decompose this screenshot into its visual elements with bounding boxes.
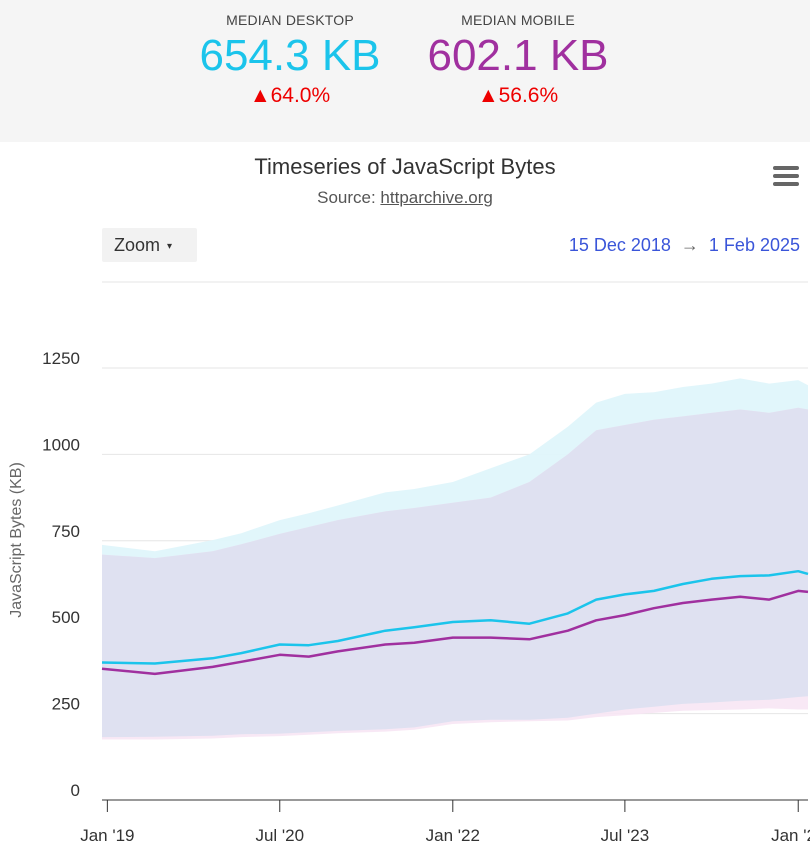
chart-subtitle-prefix: Source: bbox=[317, 188, 381, 207]
y-tick-label: 0 bbox=[71, 781, 80, 800]
x-tick-label: Jan '22 bbox=[426, 826, 480, 845]
y-tick-label: 1000 bbox=[42, 435, 80, 454]
zoom-label: Zoom bbox=[114, 235, 161, 255]
y-tick-label: 750 bbox=[52, 522, 80, 541]
x-tick-label: Jan '19 bbox=[80, 826, 134, 845]
source-link[interactable]: httparchive.org bbox=[380, 188, 493, 207]
x-tick-label: Jul '23 bbox=[601, 826, 650, 845]
zoom-button[interactable]: Zoom ▾ bbox=[102, 228, 197, 262]
median-mobile-metric: MEDIAN MOBILE 602.1 KB ▲56.6% bbox=[398, 0, 638, 108]
median-desktop-label: MEDIAN DESKTOP bbox=[226, 12, 354, 28]
range-from[interactable]: 15 Dec 2018 bbox=[568, 235, 671, 255]
mobile-median-line bbox=[101, 589, 809, 676]
median-mobile-label: MEDIAN MOBILE bbox=[461, 12, 575, 28]
median-desktop-value: 654.3 KB bbox=[199, 31, 381, 80]
desktop-median-line bbox=[101, 569, 809, 665]
median-desktop-metric: MEDIAN DESKTOP 654.3 KB ▲64.0% bbox=[170, 0, 410, 108]
summary-panel: MEDIAN DESKTOP 654.3 KB ▲64.0% MEDIAN MO… bbox=[0, 0, 810, 142]
y-axis-title: JavaScript Bytes (KB) bbox=[8, 462, 25, 618]
median-desktop-change: ▲64.0% bbox=[249, 84, 331, 107]
range-to[interactable]: 1 Feb 2025 bbox=[708, 235, 800, 255]
date-range: 15 Dec 2018 → 1 Feb 2025 bbox=[520, 235, 800, 256]
x-tick-label: Jul '20 bbox=[255, 826, 304, 845]
chart-subtitle: Source: httparchive.org bbox=[0, 188, 810, 208]
y-tick-label: 1250 bbox=[42, 349, 80, 368]
chart-menu-icon[interactable] bbox=[773, 166, 799, 190]
overlap-band bbox=[102, 407, 808, 738]
x-tick-label: Jan '25 bbox=[771, 826, 810, 845]
y-tick-label: 250 bbox=[52, 695, 80, 714]
caret-down-icon: ▾ bbox=[167, 241, 173, 252]
median-mobile-change: ▲56.6% bbox=[477, 84, 559, 107]
chart-title: Timeseries of JavaScript Bytes bbox=[254, 154, 556, 179]
y-tick-label: 500 bbox=[52, 608, 80, 627]
median-mobile-value: 602.1 KB bbox=[427, 31, 609, 80]
arrow-right-icon: → bbox=[680, 235, 699, 255]
